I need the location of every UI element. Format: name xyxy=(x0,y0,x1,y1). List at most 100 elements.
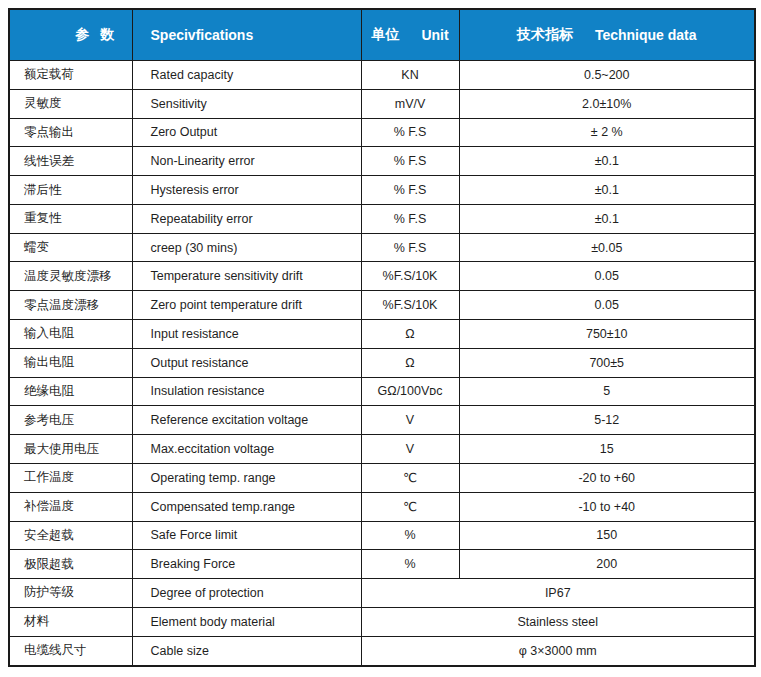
spec-table-body: 额定载荷Rated capacityKN0.5~200灵敏度Sensitivit… xyxy=(9,61,755,667)
specification-cell: Degree of protection xyxy=(132,579,361,608)
column-header-unit-en: Unit xyxy=(421,27,448,43)
technique-data-cell: IP67 xyxy=(361,579,755,608)
parameter-name-cell: 滞后性 xyxy=(9,176,132,205)
parameter-name-cell: 电缆线尺寸 xyxy=(9,636,132,666)
specification-cell: creep (30 mins) xyxy=(132,233,361,262)
parameter-name-cell: 蠕变 xyxy=(9,233,132,262)
table-row: 温度灵敏度漂移Temperature sensitivity drift%F.S… xyxy=(9,262,755,291)
spec-table: 参 数 Specivfications 单位 Unit 技术指标 Techniq… xyxy=(8,8,756,667)
unit-cell: %F.S/10K xyxy=(361,262,459,291)
technique-data-cell: 750±10 xyxy=(459,320,755,349)
parameter-name-cell: 灵敏度 xyxy=(9,89,132,118)
unit-cell: V xyxy=(361,435,459,464)
specification-cell: Breaking Force xyxy=(132,550,361,579)
parameter-name-cell: 零点输出 xyxy=(9,118,132,147)
table-row: 安全超载Safe Force limit%150 xyxy=(9,521,755,550)
unit-cell: ℃ xyxy=(361,492,459,521)
parameter-name-cell: 零点温度漂移 xyxy=(9,291,132,320)
column-header-unit-zh: 单位 xyxy=(371,26,399,44)
unit-cell: mV/V xyxy=(361,89,459,118)
parameter-name-cell: 线性误差 xyxy=(9,147,132,176)
table-row: 重复性Repeatability error% F.S±0.1 xyxy=(9,204,755,233)
parameter-name-cell: 重复性 xyxy=(9,204,132,233)
technique-data-cell: ± 2 % xyxy=(459,118,755,147)
specification-cell: Insulation resistance xyxy=(132,377,361,406)
column-header-technique-en: Technique data xyxy=(595,27,697,43)
parameter-name-cell: 极限超载 xyxy=(9,550,132,579)
specification-cell: Output resistance xyxy=(132,348,361,377)
technique-data-cell: 0.05 xyxy=(459,291,755,320)
technique-data-cell: ±0.1 xyxy=(459,176,755,205)
spec-table-container: 参 数 Specivfications 单位 Unit 技术指标 Techniq… xyxy=(8,8,754,667)
table-row: 线性误差Non-Linearity error% F.S±0.1 xyxy=(9,147,755,176)
unit-cell: % F.S xyxy=(361,147,459,176)
specification-cell: Compensated temp.range xyxy=(132,492,361,521)
table-row: 电缆线尺寸Cable sizeφ 3×3000 mm xyxy=(9,636,755,666)
table-row: 防护等级Degree of protectionIP67 xyxy=(9,579,755,608)
parameter-name-cell: 补偿温度 xyxy=(9,492,132,521)
specification-cell: Temperature sensitivity drift xyxy=(132,262,361,291)
table-row: 零点温度漂移Zero point temperature drift%F.S/1… xyxy=(9,291,755,320)
table-row: 零点输出Zero Output% F.S± 2 % xyxy=(9,118,755,147)
column-header-parameter-label: 参 数 xyxy=(75,26,115,42)
technique-data-cell: 0.05 xyxy=(459,262,755,291)
table-row: 额定载荷Rated capacityKN0.5~200 xyxy=(9,61,755,90)
specification-cell: Sensitivity xyxy=(132,89,361,118)
technique-data-cell: 5-12 xyxy=(459,406,755,435)
technique-data-cell: Stainless steel xyxy=(361,607,755,636)
column-header-unit: 单位 Unit xyxy=(361,9,459,61)
table-row: 最大使用电压Max.eccitation voltageV15 xyxy=(9,435,755,464)
technique-data-cell: 15 xyxy=(459,435,755,464)
technique-data-cell: 200 xyxy=(459,550,755,579)
technique-data-cell: 0.5~200 xyxy=(459,61,755,90)
parameter-name-cell: 输出电阻 xyxy=(9,348,132,377)
technique-data-cell: 2.0±10% xyxy=(459,89,755,118)
unit-cell: KN xyxy=(361,61,459,90)
specification-cell: Operating temp. range xyxy=(132,463,361,492)
specification-cell: Hysteresis error xyxy=(132,176,361,205)
technique-data-cell: 5 xyxy=(459,377,755,406)
table-row: 蠕变creep (30 mins)% F.S±0.05 xyxy=(9,233,755,262)
table-row: 极限超载Breaking Force%200 xyxy=(9,550,755,579)
technique-data-cell: 700±5 xyxy=(459,348,755,377)
table-row: 材料Element body materialStainless steel xyxy=(9,607,755,636)
unit-cell: GΩ/100Vᴅᴄ xyxy=(361,377,459,406)
table-row: 输入电阻Input resistanceΩ750±10 xyxy=(9,320,755,349)
parameter-name-cell: 额定载荷 xyxy=(9,61,132,90)
specification-cell: Cable size xyxy=(132,636,361,666)
column-header-parameter: 参 数 xyxy=(9,9,132,61)
table-row: 工作温度Operating temp. range℃-20 to +60 xyxy=(9,463,755,492)
table-row: 绝缘电阻Insulation resistanceGΩ/100Vᴅᴄ5 xyxy=(9,377,755,406)
unit-cell: Ω xyxy=(361,348,459,377)
table-row: 参考电压Reference excitation voltageV5-12 xyxy=(9,406,755,435)
unit-cell: V xyxy=(361,406,459,435)
table-row: 补偿温度Compensated temp.range℃-10 to +40 xyxy=(9,492,755,521)
specification-cell: Max.eccitation voltage xyxy=(132,435,361,464)
unit-cell: ℃ xyxy=(361,463,459,492)
unit-cell: Ω xyxy=(361,320,459,349)
specification-cell: Repeatability error xyxy=(132,204,361,233)
technique-data-cell: ±0.1 xyxy=(459,147,755,176)
specification-cell: Rated capacity xyxy=(132,61,361,90)
technique-data-cell: -20 to +60 xyxy=(459,463,755,492)
table-row: 灵敏度SensitivitymV/V2.0±10% xyxy=(9,89,755,118)
specification-cell: Safe Force limit xyxy=(132,521,361,550)
unit-cell: % F.S xyxy=(361,233,459,262)
unit-cell: % F.S xyxy=(361,176,459,205)
technique-data-cell: φ 3×3000 mm xyxy=(361,636,755,666)
technique-data-cell: 150 xyxy=(459,521,755,550)
specification-cell: Zero point temperature drift xyxy=(132,291,361,320)
specification-cell: Element body material xyxy=(132,607,361,636)
technique-data-cell: ±0.1 xyxy=(459,204,755,233)
parameter-name-cell: 最大使用电压 xyxy=(9,435,132,464)
parameter-name-cell: 防护等级 xyxy=(9,579,132,608)
parameter-name-cell: 工作温度 xyxy=(9,463,132,492)
column-header-technique-data: 技术指标 Technique data xyxy=(459,9,755,61)
unit-cell: % xyxy=(361,550,459,579)
specification-cell: Input resistance xyxy=(132,320,361,349)
unit-cell: % F.S xyxy=(361,118,459,147)
technique-data-cell: ±0.05 xyxy=(459,233,755,262)
parameter-name-cell: 温度灵敏度漂移 xyxy=(9,262,132,291)
specification-cell: Reference excitation voltage xyxy=(132,406,361,435)
specification-cell: Zero Output xyxy=(132,118,361,147)
